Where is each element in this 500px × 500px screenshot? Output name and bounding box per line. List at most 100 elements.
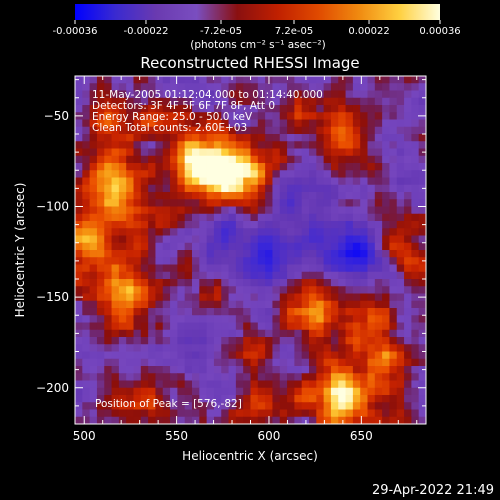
heatmap-cell [418,271,426,280]
heatmap-cell [243,366,252,374]
heatmap-cell [309,112,317,121]
heatmap-cell [75,206,83,215]
heatmap-cell [140,402,149,411]
heatmap-cell [396,344,405,353]
heatmap-cell [148,105,157,113]
heatmap-cell [148,329,157,338]
heatmap-cell [133,213,142,222]
heatmap-cell [404,402,412,411]
heatmap-cell [118,286,127,295]
heatmap-cell [96,373,105,382]
heatmap-cell [177,206,186,215]
heatmap-cell [360,358,369,367]
heatmap-cell [213,271,222,280]
heatmap-cell [140,242,149,251]
heatmap-cell [294,199,303,208]
heatmap-cell [294,409,303,418]
heatmap-cell [404,344,412,353]
heatmap-cell [75,308,83,316]
heatmap-cell [287,170,295,179]
heatmap-cell [352,351,361,360]
heatmap-cell [374,242,383,251]
heatmap-cell [316,402,325,411]
heatmap-cell [177,344,186,353]
heatmap-cell [162,257,171,266]
heatmap-cell [192,380,200,389]
heatmap-cell [330,293,339,302]
heatmap-cell [206,308,215,316]
heatmap-cell [352,250,361,258]
heatmap-cell [126,373,135,382]
heatmap-cell [250,351,259,360]
heatmap-cell [89,228,98,237]
heatmap-cell [265,199,274,208]
heatmap-cell [279,409,288,418]
heatmap-cell [323,337,332,345]
heatmap-cell [279,387,288,396]
heatmap-cell [221,279,230,287]
heatmap-cell [250,279,259,287]
heatmap-cell [111,409,120,418]
heatmap-cell [162,293,171,302]
heatmap-cell [272,177,281,186]
heatmap-cell [418,126,426,135]
heatmap-cell [272,163,281,171]
heatmap-cell [228,163,237,171]
heatmap-cell [418,192,426,200]
heatmap-cell [301,322,310,331]
heatmap-cell [213,300,222,309]
heatmap-cell [345,395,354,403]
heatmap-cell [352,170,361,179]
heatmap-cell [170,83,178,92]
heatmap-cell [323,170,332,179]
heatmap-cell [250,395,259,403]
heatmap-cell [418,134,426,142]
heatmap-cell [177,105,186,113]
heatmap-cell [140,163,149,171]
heatmap-cell [265,315,274,324]
heatmap-cell [199,286,208,295]
heatmap-cell [228,213,237,222]
heatmap-cell [82,416,91,424]
heatmap-cell [96,119,105,128]
heatmap-cell [213,76,222,84]
heatmap-cell [316,119,325,128]
heatmap-cell [82,105,91,113]
heatmap-cell [279,416,288,424]
heatmap-cell [287,90,295,99]
heatmap-cell [250,416,259,424]
heatmap-cell [338,184,347,193]
heatmap-cell [206,293,215,302]
heatmap-cell [96,337,105,345]
heatmap-cell [199,416,208,424]
heatmap-cell [155,184,164,193]
heatmap-cell [287,322,295,331]
heatmap-cell [382,228,391,237]
heatmap-cell [345,271,354,280]
heatmap-cell [118,395,127,403]
heatmap-cell [104,395,113,403]
heatmap-cell [104,308,113,316]
heatmap-cell [323,76,332,84]
heatmap-cell [192,402,200,411]
heatmap-cell [389,134,398,142]
heatmap-cell [184,402,193,411]
heatmap-cell [126,170,135,179]
heatmap-cell [75,83,83,92]
heatmap-cell [272,373,281,382]
heatmap-cell [382,206,391,215]
heatmap-cell [235,250,244,258]
heatmap-cell [396,126,405,135]
heatmap-cell [316,206,325,215]
heatmap-cell [140,141,149,150]
heatmap-cell [170,76,178,84]
heatmap-cell [404,163,412,171]
heatmap-cell [250,242,259,251]
heatmap-cell [243,163,252,171]
heatmap-cell [382,90,391,99]
heatmap-cell [213,192,222,200]
heatmap-cell [104,235,113,244]
heatmap-cell [396,221,405,229]
x-axis-tick-label: 500 [73,429,96,443]
heatmap-cell [360,329,369,338]
